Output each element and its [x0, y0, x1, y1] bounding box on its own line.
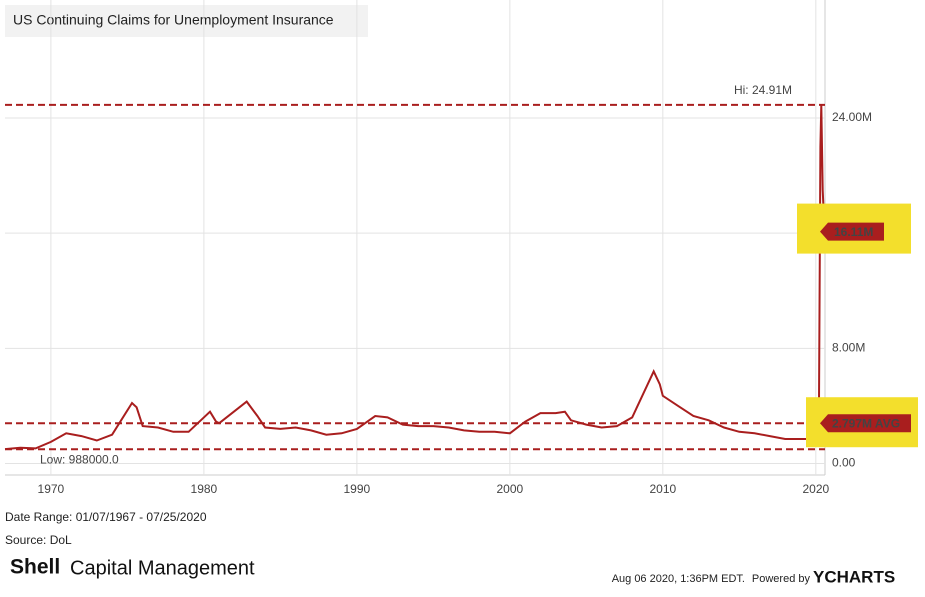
- provider: YCHARTS: [813, 567, 895, 586]
- label-box: [820, 414, 911, 433]
- date-range: Date Range: 01/07/1967 - 07/25/2020: [5, 510, 207, 524]
- powered-by: Powered by: [752, 573, 811, 585]
- data-line: [4, 104, 826, 451]
- y-tick-label: 0.00: [832, 456, 856, 470]
- x-tick-label: 2020: [802, 482, 829, 496]
- brand-bold: Shell: [10, 556, 60, 579]
- y-tick-label: 8.00M: [832, 341, 865, 355]
- brand-rest: Capital Management: [70, 557, 255, 579]
- latest-label: 16.11M: [834, 225, 873, 239]
- y-tick-label: 24.00M: [832, 110, 872, 124]
- timestamp: Aug 06 2020, 1:36PM EDT.: [612, 573, 745, 585]
- chart-title: US Continuing Claims for Unemployment In…: [13, 12, 334, 28]
- x-tick-label: 1990: [344, 482, 371, 496]
- x-tick-label: 2000: [496, 482, 523, 496]
- x-tick-label: 2010: [649, 482, 676, 496]
- hi-label: Hi: 24.91M: [734, 83, 792, 97]
- x-tick-label: 1970: [38, 482, 65, 496]
- low-label: Low: 988000.0: [40, 452, 119, 466]
- source: Source: DoL: [5, 533, 72, 547]
- x-tick-label: 1980: [191, 482, 218, 496]
- title-box: [5, 5, 368, 37]
- label-box: [820, 222, 884, 241]
- avg-label: 2.797M AVG: [832, 416, 900, 430]
